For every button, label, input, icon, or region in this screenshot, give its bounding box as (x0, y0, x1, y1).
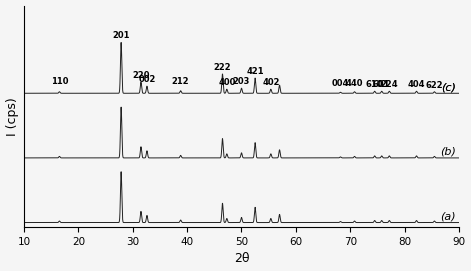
Text: (c): (c) (441, 82, 456, 92)
Text: (b): (b) (440, 147, 456, 157)
Text: 404: 404 (408, 80, 425, 89)
Text: 440: 440 (346, 79, 363, 88)
Text: 203: 203 (233, 77, 250, 86)
Text: (a): (a) (440, 211, 456, 221)
Text: 224: 224 (381, 80, 398, 89)
Text: 002: 002 (138, 75, 155, 84)
Y-axis label: I (cps): I (cps) (6, 97, 18, 136)
Text: 402: 402 (262, 78, 280, 87)
Text: 610: 610 (366, 80, 383, 89)
Text: 400: 400 (218, 78, 236, 87)
Text: 222: 222 (214, 63, 231, 72)
Text: 421: 421 (246, 67, 264, 76)
Text: 004: 004 (332, 79, 349, 88)
Text: 622: 622 (426, 81, 443, 90)
Text: 110: 110 (51, 77, 68, 86)
Text: 212: 212 (172, 77, 189, 86)
Text: 201: 201 (113, 31, 130, 40)
Text: 220: 220 (132, 71, 150, 80)
Text: (c): (c) (441, 82, 456, 92)
Text: 601: 601 (373, 80, 390, 89)
X-axis label: 2θ: 2θ (234, 253, 249, 265)
